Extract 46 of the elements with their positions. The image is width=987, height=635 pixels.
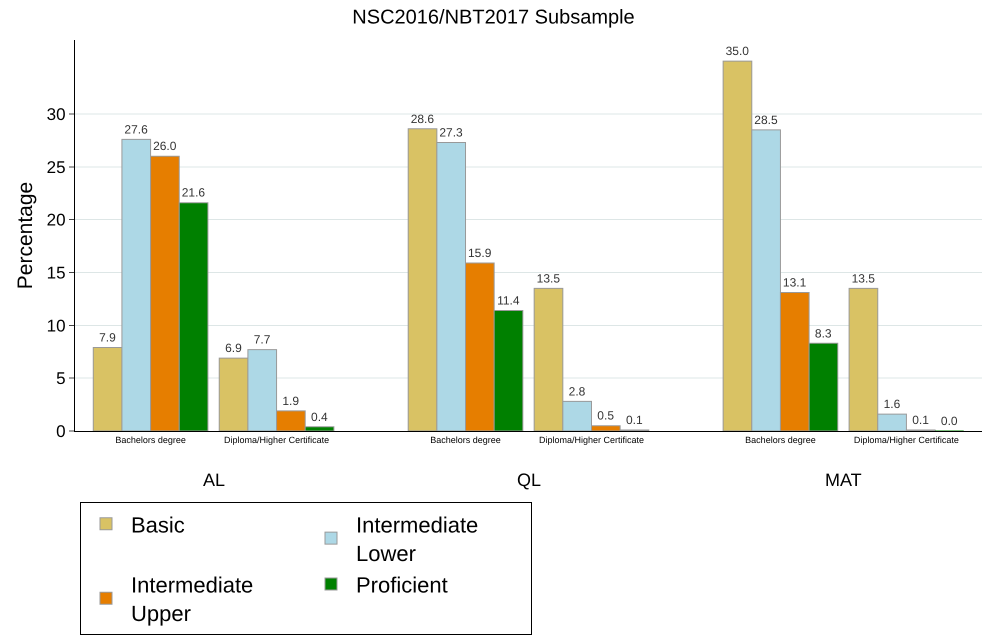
y-tick-label: 25 [46,158,66,177]
data-label: 21.6 [182,186,206,200]
data-label: 0.1 [912,412,930,427]
data-label: 28.5 [754,112,778,127]
y-tick-label: 15 [46,263,66,282]
data-label: 35.0 [726,44,750,58]
text: QL [517,470,542,490]
data-label: 1.9 [282,394,300,408]
data-label: 0.1 [626,412,643,427]
text: AL [203,470,226,490]
data-label: 27.6 [124,122,148,136]
data-label: 15.9 [468,246,492,260]
data-label: 27.3 [439,126,464,140]
data-label: 7.9 [99,330,116,345]
legend-label: Basic [131,512,185,538]
data-label: 11.4 [497,294,520,308]
y-tick-label: 0 [56,422,66,441]
y-axis-title: Percentage [14,182,37,290]
y-tick-label: 10 [46,316,66,336]
x-tick-label: Diploma/Higher Certificate [538,434,644,445]
data-label: 13.1 [782,276,807,290]
data-label: 0.0 [940,414,958,428]
data-label: 28.6 [410,112,434,126]
legend-label: Intermediate Upper [131,572,254,626]
data-label: 1.6 [884,397,901,412]
y-tick-label: 20 [46,210,66,230]
data-label: 8.3 [814,326,832,340]
legend-label: Intermediate Lower [356,512,478,566]
data-label: 0.5 [597,408,614,423]
x-tick-label: Bachelors degree [745,434,816,445]
data-label: 7.7 [254,332,271,347]
data-label: 13.5 [536,271,560,286]
data-label: 0.4 [311,410,328,424]
chart-title: NSC2016/NBT2017 Subsample [352,6,635,29]
x-tick-label: Bachelors degree [115,434,186,445]
text: MAT [825,470,862,490]
legend-label: Proficient [356,572,448,598]
data-label: 13.5 [852,271,876,286]
y-tick-label: 5 [56,369,66,388]
data-label: 26.0 [153,139,177,154]
data-label: 6.9 [225,341,242,356]
x-tick-label: Bachelors degree [430,434,501,445]
x-tick-label: Diploma/Higher Certificate [224,434,330,445]
x-tick-label: Diploma/Higher Certificate [854,434,959,445]
y-tick-label: 30 [46,104,66,124]
data-label: 2.8 [568,384,586,398]
